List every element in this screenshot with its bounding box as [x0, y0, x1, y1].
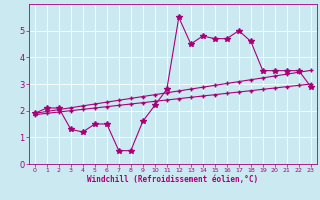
X-axis label: Windchill (Refroidissement éolien,°C): Windchill (Refroidissement éolien,°C) [87, 175, 258, 184]
